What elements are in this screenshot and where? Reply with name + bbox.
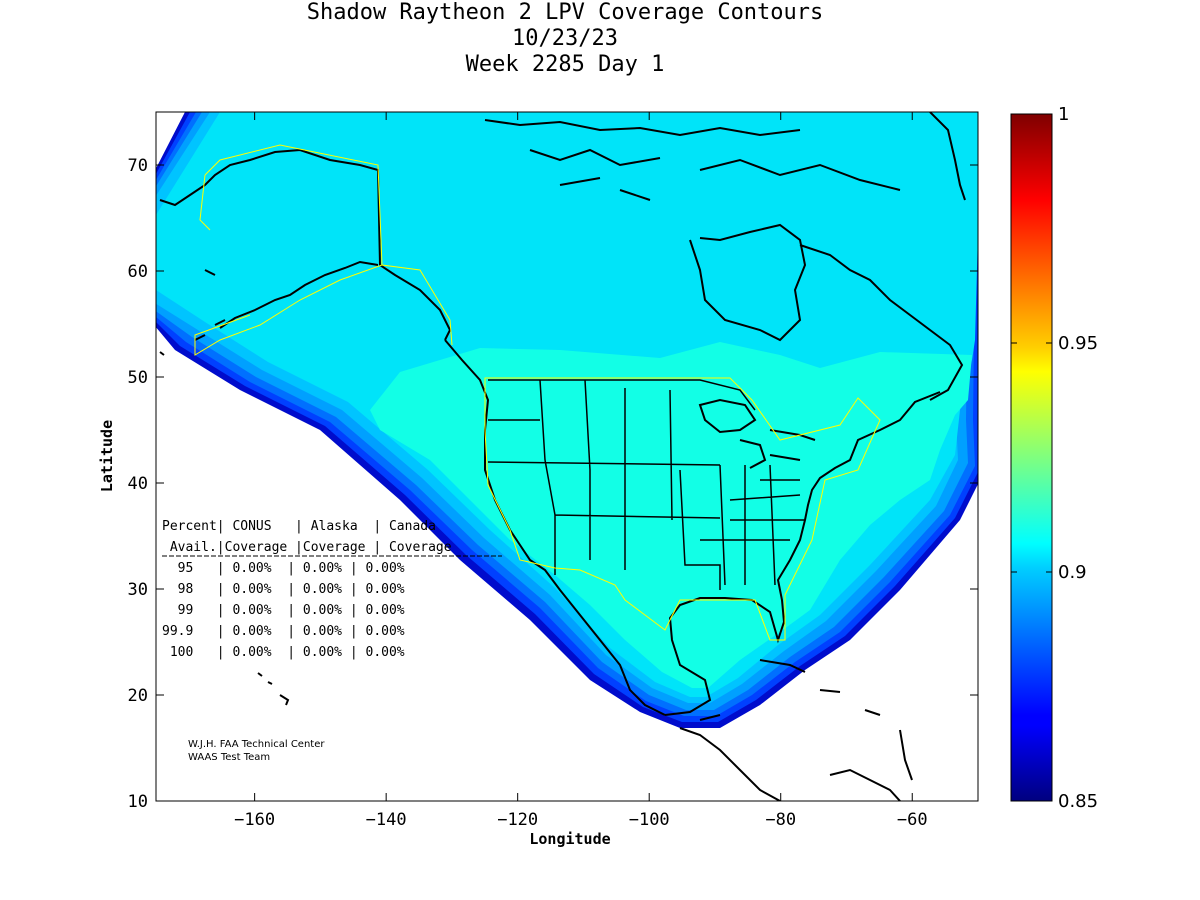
table-header-2: Avail.|Coverage |Coverage | Coverage [162,540,452,555]
y-axis-title: Latitude [98,420,116,492]
hudson-bay [689,223,807,342]
table-row: 100 | 0.00% | 0.00% | 0.00% [162,645,405,660]
y-tick-label: 70 [128,156,148,176]
x-tick-label: −160 [234,810,275,830]
central-america [679,714,781,801]
map-week: Week 2285 Day 1 [465,52,665,77]
great-lakes [698,398,816,469]
x-tick-label: −80 [765,810,796,830]
coastlines [159,112,966,801]
x-tick-label: −140 [366,810,407,830]
x-tick-label: −60 [897,810,928,830]
colorbar-tick-label: 0.95 [1058,333,1098,354]
canada-arctic-islands [484,119,901,201]
y-tick-label: 40 [128,474,148,494]
colorbar-tick-label: 0.9 [1058,562,1087,583]
table-header-1: Percent| CONUS | Alaska | Canada [162,519,436,534]
y-tick-label: 30 [128,580,148,600]
x-axis-title: Longitude [529,830,610,848]
y-tick-label: 50 [128,368,148,388]
y-tick-label: 60 [128,262,148,282]
state-borders [487,379,805,590]
aleutian-islands [159,269,226,356]
credit-line-1: W.J.H. FAA Technical Center [188,739,325,750]
greenland [929,112,966,201]
gulf-coast [664,391,941,716]
contour-092 [370,342,972,688]
x-tick-label: −120 [497,810,538,830]
table-row: 99.9 | 0.00% | 0.00% | 0.00% [162,624,405,639]
table-row: 99 | 0.00% | 0.00% | 0.00% [162,603,405,618]
table-row: 98 | 0.00% | 0.00% | 0.00% [162,582,405,597]
map-title: Shadow Raytheon 2 LPV Coverage Contours [306,0,824,25]
axis-ticks [156,112,978,802]
conus-service-area [484,377,881,641]
service-area-outlines [194,144,881,641]
x-tick-label: −100 [629,810,670,830]
plot-frame [155,111,979,802]
map-date: 10/23/23 [512,26,618,51]
colorbar-tick-label: 1 [1058,104,1069,125]
alaska-coast [159,148,452,341]
credit-line-2: WAAS Test Team [188,752,270,763]
alaska-service-area [194,144,453,356]
caribbean [759,659,913,781]
table-row: 95 | 0.00% | 0.00% | 0.00% [162,561,405,576]
colorbar-ticks [1011,113,1052,802]
y-tick-label: 10 [128,792,148,812]
labrador-coast [799,244,964,401]
colorbar [1011,114,1052,801]
y-tick-label: 20 [128,686,148,706]
colorbar-frame [1010,113,1053,802]
colorbar-tick-label: 0.85 [1058,791,1098,812]
south-america [829,768,901,801]
coverage-stats-table: Percent| CONUS | Alaska | Canada Avail.|… [162,519,502,660]
hawaii [257,672,290,706]
